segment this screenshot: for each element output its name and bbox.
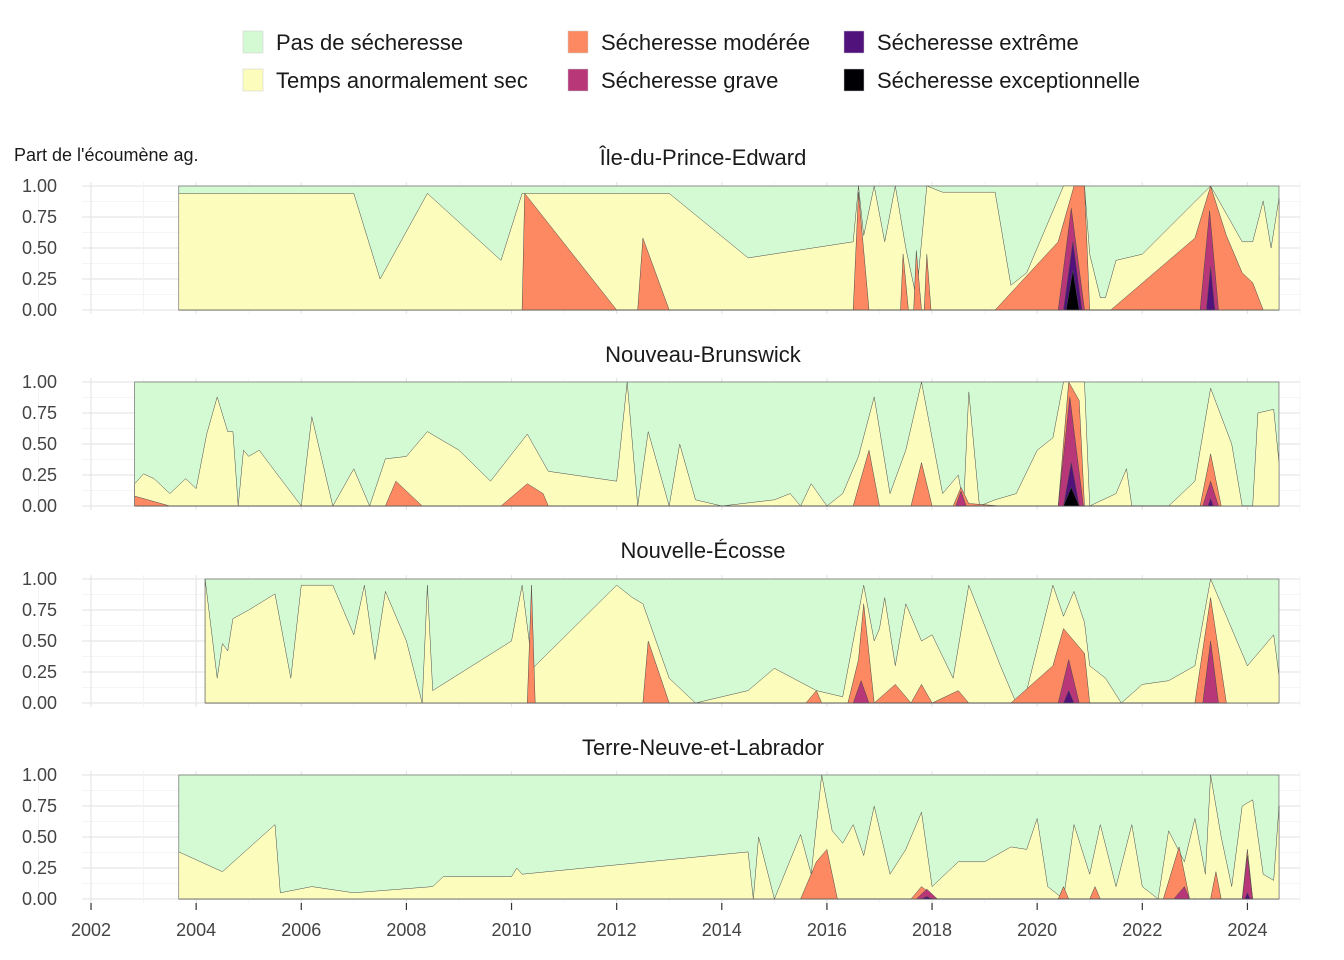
y-tick-label: 0.00 [22,693,57,713]
legend-label: Sécheresse extrême [877,30,1079,55]
y-axis-label: Part de l'écoumène ag. [14,145,199,165]
series-d1-moderate [527,584,1227,704]
x-tick-label: 2008 [386,920,426,940]
panel: Nouvelle-Écosse 0.00 0.25 0.50 0.75 1.00 [22,538,1301,713]
y-tick-label: 0.50 [22,238,57,258]
legend-label: Sécheresse exceptionnelle [877,68,1140,93]
y-tick-label: 1.00 [22,372,57,392]
legend-label: Pas de sécheresse [276,30,463,55]
y-tick-label: 0.75 [22,207,57,227]
series-d1-moderate [134,381,1222,507]
x-tick-label: 2006 [281,920,321,940]
y-tick-label: 0.00 [22,496,57,516]
legend-item: Temps anormalement sec [242,68,528,93]
y-tick-label: 0.25 [22,465,57,485]
legend-item: Sécheresse modérée [567,30,810,55]
legend-swatch [843,30,865,54]
x-tick-label: 2014 [702,920,742,940]
y-tick-label: 0.25 [22,269,57,289]
x-tick-label: 2024 [1227,920,1267,940]
y-tick-label: 0.00 [22,889,57,909]
y-tick-label: 0.75 [22,796,57,816]
legend-swatch [242,30,264,54]
x-tick-label: 2010 [492,920,532,940]
legend-item: Sécheresse grave [567,68,778,93]
legend-label: Sécheresse modérée [601,30,810,55]
panel: Nouveau-Brunswick 0.00 0.25 0.50 0.75 1.00 [22,342,1301,516]
y-tick-label: 0.25 [22,858,57,878]
panel-title: Nouveau-Brunswick [605,342,802,367]
x-tick-label: 2018 [912,920,952,940]
y-tick-label: 0.50 [22,434,57,454]
y-tick-label: 0.75 [22,600,57,620]
legend-swatch [843,68,865,92]
y-tick-label: 0.25 [22,662,57,682]
panel-title: Terre-Neuve-et-Labrador [582,735,824,760]
x-tick-label: 2016 [807,920,847,940]
legend-swatch [567,30,589,54]
series-d0-abnormally-dry [134,381,1280,507]
x-tick-label: 2022 [1122,920,1162,940]
series-d2-severe [916,855,1253,900]
y-tick-label: 0.00 [22,300,57,320]
panel-title: Île-du-Prince-Edward [599,145,807,170]
legend: Pas de sécheresse Temps anormalement sec S… [242,30,1140,93]
panels: Île-du-Prince-Edward 0.00 0.25 0.50 0.75 1.00… [22,145,1301,909]
legend-label: Temps anormalement sec [276,68,528,93]
series-d2-severe [852,640,1219,704]
y-tick-label: 0.75 [22,403,57,423]
y-tick-label: 1.00 [22,176,57,196]
panel-title: Nouvelle-Écosse [620,538,785,563]
panel: Île-du-Prince-Edward 0.00 0.25 0.50 0.75 1.00 [22,145,1301,320]
y-tick-label: 0.50 [22,631,57,651]
x-tick-label: 2020 [1017,920,1057,940]
y-tick-label: 1.00 [22,569,57,589]
x-axis: 2002 2004 2006 2008 2010 2012 2014 2016 2018 2020… [71,903,1267,940]
x-tick-label: 2004 [176,920,216,940]
series-d0-abnormally-dry [178,774,1280,900]
y-tick-label: 0.50 [22,827,57,847]
x-tick-label: 2012 [597,920,637,940]
series-d0-abnormally-dry [178,185,1280,311]
legend-label: Sécheresse grave [601,68,778,93]
legend-swatch [567,68,589,92]
legend-item: Sécheresse exceptionnelle [843,68,1140,93]
legend-swatch [242,68,264,92]
panel: Terre-Neuve-et-Labrador 0.00 0.25 0.50 0.75 1… [22,735,1301,909]
y-tick-label: 1.00 [22,765,57,785]
series-d2-severe [955,396,1219,507]
legend-item: Pas de sécheresse [242,30,463,55]
x-tick-label: 2002 [71,920,111,940]
legend-item: Sécheresse extrême [843,30,1079,55]
